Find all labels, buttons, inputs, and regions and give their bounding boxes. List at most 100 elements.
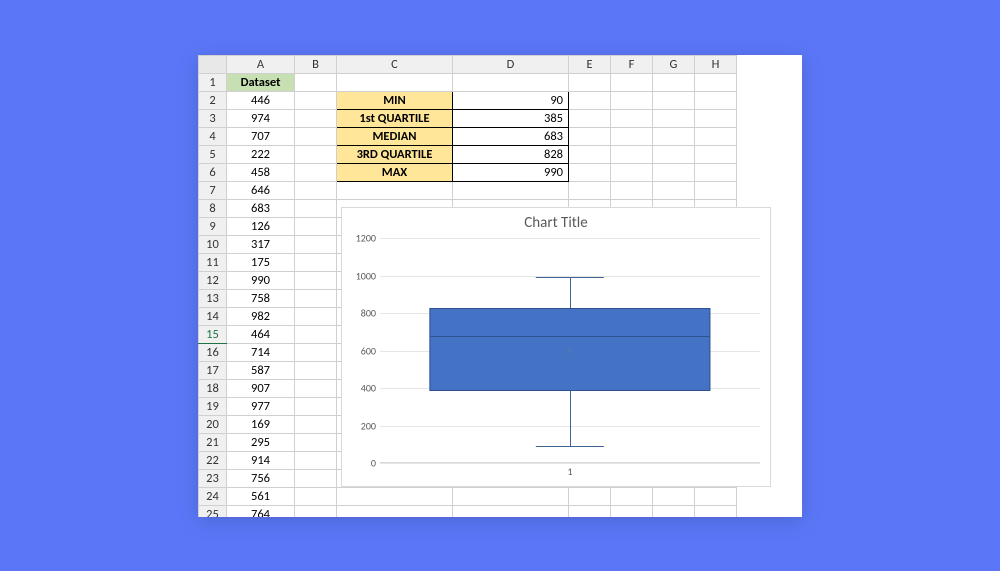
cell-F1[interactable] [611, 74, 653, 92]
row-header-7[interactable]: 7 [199, 182, 227, 200]
row-header-12[interactable]: 12 [199, 272, 227, 290]
cell-D4[interactable]: 683 [453, 128, 569, 146]
row-header-2[interactable]: 2 [199, 92, 227, 110]
cell-A6[interactable]: 458 [227, 164, 295, 182]
cell-A7[interactable]: 646 [227, 182, 295, 200]
cell-A21[interactable]: 295 [227, 434, 295, 452]
column-header-B[interactable]: B [295, 56, 337, 74]
cell-B22[interactable] [295, 452, 337, 470]
cell-E1[interactable] [569, 74, 611, 92]
cell-A22[interactable]: 914 [227, 452, 295, 470]
column-header-D[interactable]: D [453, 56, 569, 74]
cell-A15[interactable]: 464 [227, 326, 295, 344]
cell-A8[interactable]: 683 [227, 200, 295, 218]
row-header-21[interactable]: 21 [199, 434, 227, 452]
row-header-6[interactable]: 6 [199, 164, 227, 182]
cell-C3[interactable]: 1st QUARTILE [337, 110, 453, 128]
column-header-C[interactable]: C [337, 56, 453, 74]
select-all-corner[interactable] [199, 56, 227, 74]
cell-B15[interactable] [295, 326, 337, 344]
cell-B11[interactable] [295, 254, 337, 272]
cell-A10[interactable]: 317 [227, 236, 295, 254]
cell-A17[interactable]: 587 [227, 362, 295, 380]
cell-C5[interactable]: 3RD QUARTILE [337, 146, 453, 164]
cell-G1[interactable] [653, 74, 695, 92]
cell-G2[interactable] [653, 92, 695, 110]
cell-E25[interactable] [569, 506, 611, 518]
cell-A24[interactable]: 561 [227, 488, 295, 506]
cell-A14[interactable]: 982 [227, 308, 295, 326]
cell-E24[interactable] [569, 488, 611, 506]
cell-A1[interactable]: Dataset [227, 74, 295, 92]
cell-B3[interactable] [295, 110, 337, 128]
cell-A19[interactable]: 977 [227, 398, 295, 416]
cell-F25[interactable] [611, 506, 653, 518]
cell-H4[interactable] [695, 128, 737, 146]
cell-G24[interactable] [653, 488, 695, 506]
cell-H5[interactable] [695, 146, 737, 164]
cell-G7[interactable] [653, 182, 695, 200]
cell-C6[interactable]: MAX [337, 164, 453, 182]
cell-H6[interactable] [695, 164, 737, 182]
row-header-18[interactable]: 18 [199, 380, 227, 398]
cell-A2[interactable]: 446 [227, 92, 295, 110]
cell-E5[interactable] [569, 146, 611, 164]
cell-B7[interactable] [295, 182, 337, 200]
row-header-13[interactable]: 13 [199, 290, 227, 308]
cell-F24[interactable] [611, 488, 653, 506]
cell-A18[interactable]: 907 [227, 380, 295, 398]
row-header-17[interactable]: 17 [199, 362, 227, 380]
boxplot-chart[interactable]: Chart Title 0200400600800100012001× [341, 207, 771, 487]
cell-B10[interactable] [295, 236, 337, 254]
cell-D6[interactable]: 990 [453, 164, 569, 182]
column-header-G[interactable]: G [653, 56, 695, 74]
cell-D25[interactable] [453, 506, 569, 518]
row-header-11[interactable]: 11 [199, 254, 227, 272]
row-header-19[interactable]: 19 [199, 398, 227, 416]
cell-F3[interactable] [611, 110, 653, 128]
column-header-H[interactable]: H [695, 56, 737, 74]
cell-B8[interactable] [295, 200, 337, 218]
cell-B13[interactable] [295, 290, 337, 308]
cell-A9[interactable]: 126 [227, 218, 295, 236]
cell-H24[interactable] [695, 488, 737, 506]
cell-C24[interactable] [337, 488, 453, 506]
cell-D5[interactable]: 828 [453, 146, 569, 164]
cell-G3[interactable] [653, 110, 695, 128]
cell-D2[interactable]: 90 [453, 92, 569, 110]
row-header-20[interactable]: 20 [199, 416, 227, 434]
cell-H2[interactable] [695, 92, 737, 110]
row-header-23[interactable]: 23 [199, 470, 227, 488]
row-header-22[interactable]: 22 [199, 452, 227, 470]
cell-F5[interactable] [611, 146, 653, 164]
cell-B20[interactable] [295, 416, 337, 434]
cell-B5[interactable] [295, 146, 337, 164]
row-header-10[interactable]: 10 [199, 236, 227, 254]
cell-G6[interactable] [653, 164, 695, 182]
cell-H25[interactable] [695, 506, 737, 518]
cell-B21[interactable] [295, 434, 337, 452]
cell-E4[interactable] [569, 128, 611, 146]
cell-D24[interactable] [453, 488, 569, 506]
row-header-8[interactable]: 8 [199, 200, 227, 218]
cell-F2[interactable] [611, 92, 653, 110]
cell-B6[interactable] [295, 164, 337, 182]
column-header-A[interactable]: A [227, 56, 295, 74]
cell-G4[interactable] [653, 128, 695, 146]
cell-D1[interactable] [453, 74, 569, 92]
row-header-25[interactable]: 25 [199, 506, 227, 518]
cell-F7[interactable] [611, 182, 653, 200]
cell-B24[interactable] [295, 488, 337, 506]
cell-B2[interactable] [295, 92, 337, 110]
cell-H3[interactable] [695, 110, 737, 128]
cell-A20[interactable]: 169 [227, 416, 295, 434]
cell-C2[interactable]: MIN [337, 92, 453, 110]
cell-F4[interactable] [611, 128, 653, 146]
cell-B25[interactable] [295, 506, 337, 518]
row-header-9[interactable]: 9 [199, 218, 227, 236]
cell-G25[interactable] [653, 506, 695, 518]
cell-B19[interactable] [295, 398, 337, 416]
cell-A23[interactable]: 756 [227, 470, 295, 488]
cell-F6[interactable] [611, 164, 653, 182]
cell-B18[interactable] [295, 380, 337, 398]
